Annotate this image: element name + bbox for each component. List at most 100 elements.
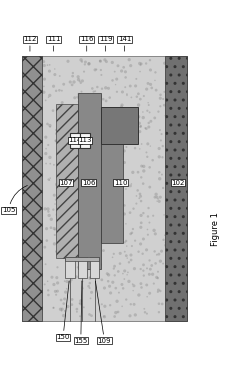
- Point: [129, 181, 133, 187]
- Point: [56, 205, 60, 211]
- Point: [148, 184, 152, 190]
- Point: [104, 232, 108, 238]
- Point: [150, 262, 154, 268]
- Point: [135, 193, 138, 199]
- Bar: [66, 257, 100, 261]
- Point: [153, 231, 157, 237]
- Point: [120, 303, 124, 309]
- Point: [57, 176, 60, 182]
- Bar: [78, 257, 87, 278]
- Point: [139, 61, 143, 67]
- Point: [100, 110, 103, 115]
- Point: [112, 266, 116, 272]
- Point: [153, 115, 157, 121]
- Point: [85, 188, 89, 194]
- Bar: [22, 56, 187, 321]
- Point: [65, 286, 69, 292]
- Point: [114, 231, 117, 237]
- Point: [115, 89, 119, 95]
- Text: 111: 111: [47, 36, 60, 51]
- Point: [116, 269, 120, 275]
- Point: [142, 168, 146, 174]
- Point: [145, 247, 149, 253]
- Point: [120, 163, 124, 169]
- Point: [142, 163, 146, 169]
- Point: [101, 117, 104, 123]
- Point: [55, 182, 59, 187]
- Point: [96, 113, 100, 119]
- Point: [70, 277, 74, 283]
- Point: [53, 232, 57, 238]
- Point: [122, 148, 126, 154]
- Point: [98, 58, 102, 64]
- Point: [64, 225, 67, 231]
- Point: [77, 77, 80, 83]
- Point: [148, 220, 151, 225]
- Point: [117, 290, 121, 296]
- Point: [66, 58, 70, 64]
- Text: 119: 119: [99, 36, 112, 51]
- Point: [123, 249, 127, 255]
- Point: [70, 134, 74, 139]
- Point: [112, 196, 116, 202]
- Point: [122, 64, 126, 70]
- Text: 105: 105: [2, 186, 27, 213]
- Point: [122, 203, 126, 208]
- Point: [124, 186, 128, 192]
- Point: [57, 125, 61, 131]
- Point: [158, 95, 162, 101]
- Point: [157, 145, 161, 151]
- Point: [115, 181, 119, 187]
- Point: [121, 270, 125, 276]
- Point: [165, 272, 169, 278]
- Point: [95, 174, 99, 180]
- Point: [140, 141, 144, 147]
- Point: [66, 211, 70, 217]
- Point: [90, 121, 94, 127]
- Point: [147, 120, 151, 126]
- Point: [139, 220, 143, 226]
- Point: [70, 297, 74, 303]
- Point: [125, 92, 129, 98]
- Point: [88, 280, 92, 286]
- Point: [116, 63, 120, 69]
- Point: [90, 289, 94, 295]
- Point: [46, 142, 50, 148]
- Point: [161, 143, 165, 149]
- Point: [99, 146, 103, 152]
- Point: [55, 288, 59, 294]
- Point: [164, 239, 168, 245]
- Point: [44, 134, 48, 140]
- Point: [75, 309, 79, 315]
- Point: [138, 195, 141, 201]
- Point: [121, 127, 125, 132]
- Point: [160, 301, 164, 307]
- Point: [88, 275, 92, 281]
- Point: [132, 301, 136, 307]
- Point: [144, 149, 148, 155]
- Point: [49, 225, 53, 231]
- Point: [111, 279, 115, 285]
- Point: [77, 125, 81, 131]
- Point: [59, 157, 62, 163]
- Point: [70, 180, 74, 186]
- Point: [80, 78, 84, 84]
- Point: [150, 85, 154, 91]
- Point: [129, 63, 133, 69]
- Point: [96, 211, 100, 217]
- Point: [76, 213, 80, 219]
- Point: [146, 80, 150, 86]
- Point: [94, 66, 98, 72]
- Point: [88, 275, 92, 280]
- Point: [59, 252, 62, 258]
- Point: [44, 261, 48, 267]
- Point: [139, 198, 143, 204]
- Point: [166, 151, 170, 157]
- Point: [54, 127, 58, 133]
- Point: [57, 140, 61, 146]
- Point: [131, 226, 135, 232]
- Point: [162, 102, 166, 108]
- Point: [96, 209, 100, 215]
- Point: [128, 210, 132, 215]
- Point: [54, 292, 58, 298]
